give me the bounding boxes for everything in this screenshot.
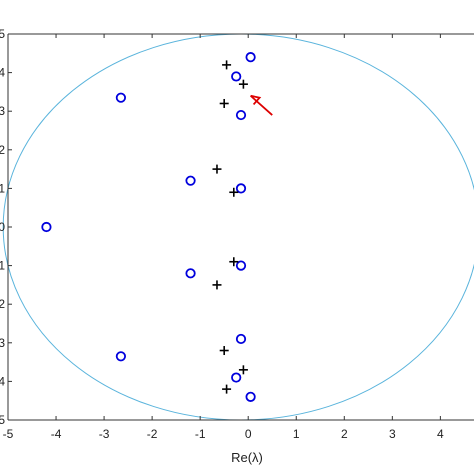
red-arrow-annotation [250, 94, 273, 116]
y-tick-label: -1 [0, 259, 5, 273]
circle-marker-0 [245, 52, 256, 63]
plus-marker-9 [222, 384, 232, 394]
plus-marker-2 [219, 98, 229, 108]
circle-marker-6 [41, 221, 52, 233]
arrow-shaft [250, 95, 273, 116]
circle-marker-4 [185, 175, 196, 186]
plus-marker-5 [229, 257, 239, 267]
plus-marker-1 [238, 79, 248, 89]
axes-layer: -5 -4 -3 -2 -1 0 1 2 3 4 5 4 3 2 1 0 -1 -2 -3 -4 -5 [0, 27, 474, 441]
circle-marker-5 [235, 183, 247, 194]
circle-marker-3 [235, 109, 247, 121]
plus-marker-7 [219, 346, 229, 356]
arrow-head [250, 94, 262, 106]
x-tick-label: -2 [147, 427, 158, 441]
circle-marker-2 [115, 92, 126, 103]
plus-marker-3 [212, 164, 222, 174]
circle-marker-11 [231, 372, 242, 383]
plus-marker-4 [229, 187, 239, 197]
x-axis-label: Re(λ) [231, 450, 263, 465]
x-tick-label: -5 [3, 427, 14, 441]
y-tick-label: -2 [0, 297, 5, 311]
y-tick-label: -3 [0, 336, 5, 350]
x-tick-label: 2 [341, 427, 348, 441]
annotation-layer [250, 94, 273, 116]
x-tick-label: -4 [51, 427, 62, 441]
plus-marker-0 [222, 60, 232, 70]
plus-marker-6 [212, 280, 222, 290]
y-tick-label: 3 [0, 104, 5, 118]
circle-marker-10 [115, 351, 126, 362]
circle-marker-12 [245, 391, 256, 402]
x-tick-label: 3 [389, 427, 396, 441]
y-tick-label: 0 [0, 220, 5, 234]
plot-area [8, 34, 474, 420]
plot-background [8, 34, 474, 420]
plus-marker-8 [238, 365, 248, 375]
x-tick-label: -1 [195, 427, 206, 441]
x-tick-label: 4 [437, 427, 444, 441]
circle-marker-1 [231, 71, 242, 82]
circle-marker-9 [235, 333, 247, 345]
x-tick-label: 0 [245, 427, 252, 441]
circle-marker-7 [235, 260, 247, 271]
y-tick-label: 1 [0, 181, 5, 195]
y-tick-label: 2 [0, 143, 5, 157]
y-tick-label: -4 [0, 374, 5, 388]
x-tick-label: -3 [99, 427, 110, 441]
x-tick-label: 1 [293, 427, 300, 441]
y-tick-label: 4 [0, 66, 5, 80]
data-marks-layer [41, 52, 256, 402]
y-tick-label: -5 [0, 413, 5, 427]
y-tick-label: 5 [0, 27, 5, 41]
circle-marker-8 [185, 268, 196, 279]
